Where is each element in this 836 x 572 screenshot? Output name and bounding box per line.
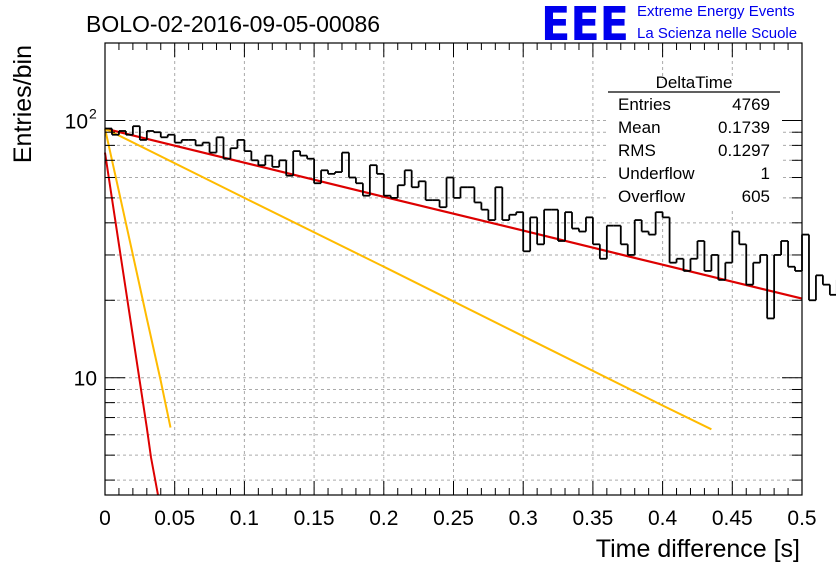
y-tick-exponent: 2 xyxy=(89,105,97,121)
stats-label-overflow: Overflow xyxy=(618,187,686,206)
x-tick-label: 0.45 xyxy=(712,507,753,530)
logo-line-1: Extreme Energy Events xyxy=(637,3,795,20)
histogram xyxy=(105,125,836,320)
x-tick-label: 0.3 xyxy=(509,507,538,530)
stats-label-mean: Mean xyxy=(618,118,661,137)
stats-title: DeltaTime xyxy=(656,73,733,92)
stats-label-entries: Entries xyxy=(618,95,671,114)
x-tick-label: 0.05 xyxy=(154,507,195,530)
stats-value-rms: 0.1297 xyxy=(718,141,770,160)
stats-box: DeltaTime Entries 4769 Mean 0.1739 RMS 0… xyxy=(608,73,780,208)
stats-value-mean: 0.1739 xyxy=(718,118,770,137)
stats-value-underflow: 1 xyxy=(761,164,770,183)
fit-component-line-3 xyxy=(104,128,172,428)
x-tick-label: 0.2 xyxy=(369,507,398,530)
experiment-logo: EEE Extreme Energy Events La Scienza nel… xyxy=(541,0,797,51)
y-tick-label: 10 xyxy=(65,110,88,133)
x-tick-label: 0.1 xyxy=(230,507,259,530)
stats-value-overflow: 605 xyxy=(742,187,770,206)
stats-label-rms: RMS xyxy=(618,141,656,160)
x-tick-label: 0.4 xyxy=(648,507,678,530)
x-tick-label: 0 xyxy=(99,507,111,530)
axis-ticks: 0 0.05 0.1 0.15 0.2 0.25 0.3 0.35 0.4 0.45 0.51010… xyxy=(65,43,817,530)
fit-component-line-1 xyxy=(104,127,712,431)
x-tick-label: 0.35 xyxy=(572,507,613,530)
stats-value-entries: 4769 xyxy=(732,95,770,114)
fit-component-line-2 xyxy=(104,152,159,496)
y-tick-label: 10 xyxy=(74,368,97,391)
logo-line-2: La Scienza nelle Scuole xyxy=(637,25,797,42)
x-tick-label: 0.15 xyxy=(294,507,335,530)
y-axis-label: Entries/bin xyxy=(9,45,37,163)
x-tick-label: 0.5 xyxy=(787,507,816,530)
x-tick-label: 0.25 xyxy=(433,507,474,530)
stats-label-underflow: Underflow xyxy=(618,164,695,183)
x-axis-label: Time difference [s] xyxy=(596,535,800,563)
stats-background xyxy=(608,80,780,208)
chart-title: BOLO-02-2016-09-05-00086 xyxy=(86,11,380,37)
